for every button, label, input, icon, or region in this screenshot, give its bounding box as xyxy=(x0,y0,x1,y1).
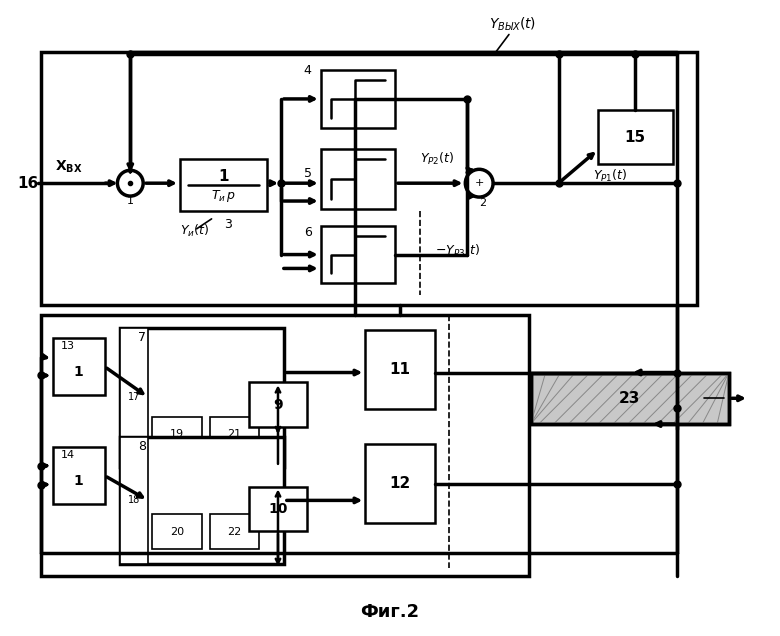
Bar xyxy=(56,341,108,398)
Text: 1: 1 xyxy=(74,364,83,378)
Text: 7: 7 xyxy=(138,331,146,344)
Text: 1: 1 xyxy=(127,196,134,206)
Text: 10: 10 xyxy=(268,502,288,516)
Bar xyxy=(120,437,148,564)
Bar xyxy=(120,328,284,467)
Text: 16: 16 xyxy=(18,176,39,191)
Bar xyxy=(321,149,395,209)
Text: 17: 17 xyxy=(128,392,140,403)
Text: $- Y_{P3}(t)$: $- Y_{P3}(t)$ xyxy=(434,242,480,259)
Bar xyxy=(530,373,729,424)
Text: 6: 6 xyxy=(303,226,312,239)
Text: 23: 23 xyxy=(619,391,640,406)
Bar xyxy=(250,382,307,427)
Text: 22: 22 xyxy=(227,527,242,537)
Text: 11: 11 xyxy=(389,362,410,377)
Text: $T_и\,р$: $T_и\,р$ xyxy=(211,188,236,204)
Bar xyxy=(369,334,438,413)
Text: 20: 20 xyxy=(170,527,184,537)
Bar xyxy=(324,153,399,213)
Bar xyxy=(210,417,259,452)
Text: 9: 9 xyxy=(273,398,283,411)
Bar xyxy=(252,385,310,430)
Bar xyxy=(53,447,105,504)
Bar xyxy=(365,330,434,409)
Text: 14: 14 xyxy=(61,450,75,460)
Bar xyxy=(120,328,148,467)
Bar xyxy=(184,163,271,215)
Bar xyxy=(41,52,697,305)
Bar xyxy=(53,338,105,396)
Text: Фиг.2: Фиг.2 xyxy=(360,604,420,621)
Text: $\mathbf{X}_{\mathbf{BX}}$: $\mathbf{X}_{\mathbf{BX}}$ xyxy=(55,158,83,174)
Text: 19: 19 xyxy=(170,429,184,439)
Text: 1: 1 xyxy=(218,169,229,184)
Bar xyxy=(56,450,108,508)
Text: 12: 12 xyxy=(389,476,410,491)
Bar xyxy=(180,160,267,211)
Circle shape xyxy=(466,169,493,197)
Bar xyxy=(369,448,438,527)
Text: 5: 5 xyxy=(303,167,312,180)
Bar xyxy=(598,110,672,164)
Bar xyxy=(321,70,395,128)
Bar xyxy=(152,515,202,549)
Text: $Y_{P2}(t)$: $Y_{P2}(t)$ xyxy=(420,151,454,167)
Text: 1: 1 xyxy=(74,474,83,488)
Bar xyxy=(530,373,729,424)
Bar xyxy=(152,417,202,452)
Circle shape xyxy=(118,170,144,196)
Text: 15: 15 xyxy=(625,130,646,144)
Bar xyxy=(365,444,434,523)
Bar xyxy=(252,490,310,534)
Text: 21: 21 xyxy=(227,429,242,439)
Bar xyxy=(41,315,529,576)
Text: 13: 13 xyxy=(61,341,75,351)
Bar xyxy=(602,114,676,169)
Text: 2: 2 xyxy=(480,198,487,208)
Bar xyxy=(324,74,399,132)
Bar xyxy=(210,515,259,549)
Text: $Y_{ВЫХ}(t)$: $Y_{ВЫХ}(t)$ xyxy=(489,16,537,33)
Bar xyxy=(324,230,399,287)
Text: 18: 18 xyxy=(128,495,140,506)
Text: +: + xyxy=(474,178,484,188)
Text: $Y_{P1}(t)$: $Y_{P1}(t)$ xyxy=(594,168,628,184)
Bar xyxy=(250,487,307,531)
Text: 3: 3 xyxy=(225,218,232,232)
Text: $Y_и(t)$: $Y_и(t)$ xyxy=(180,223,209,239)
Bar xyxy=(321,226,395,283)
Text: 4: 4 xyxy=(303,64,312,77)
Text: 8: 8 xyxy=(138,440,146,453)
Bar xyxy=(120,437,284,564)
